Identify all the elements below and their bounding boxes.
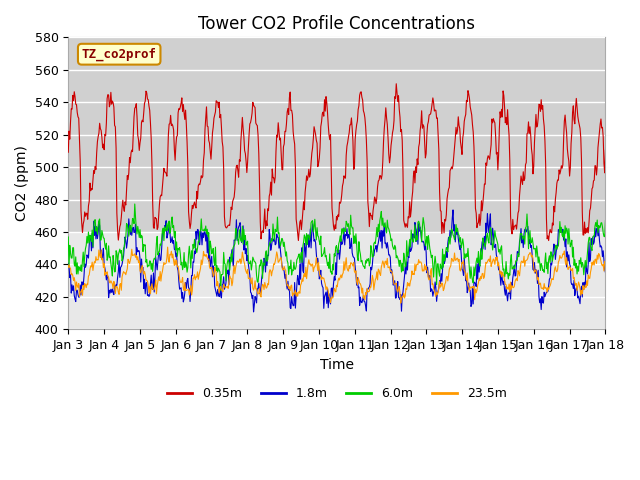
Line: 6.0m: 6.0m xyxy=(68,204,605,290)
6.0m xyxy=(65,234,72,240)
1.8m xyxy=(419,239,426,245)
0.35m xyxy=(74,114,82,120)
23.5m xyxy=(602,260,609,265)
0.35m xyxy=(392,81,400,86)
23.5m xyxy=(213,283,221,289)
0.35m xyxy=(212,98,220,104)
0.35m xyxy=(419,125,426,131)
23.5m xyxy=(164,244,172,250)
1.8m xyxy=(449,207,457,213)
1.8m xyxy=(602,269,609,275)
6.0m xyxy=(185,252,193,257)
Line: 0.35m: 0.35m xyxy=(68,84,605,240)
Line: 23.5m: 23.5m xyxy=(68,247,605,303)
6.0m xyxy=(602,218,609,224)
23.5m xyxy=(74,285,82,290)
Legend: 0.35m, 1.8m, 6.0m, 23.5m: 0.35m, 1.8m, 6.0m, 23.5m xyxy=(162,382,512,405)
1.8m xyxy=(212,290,220,296)
1.8m xyxy=(74,292,82,298)
6.0m xyxy=(213,263,221,268)
X-axis label: Time: Time xyxy=(320,358,354,372)
6.0m xyxy=(217,288,225,293)
23.5m xyxy=(419,267,427,273)
Bar xyxy=(68,37,605,232)
0.35m xyxy=(184,162,191,168)
0.35m xyxy=(403,223,410,228)
1.8m xyxy=(403,259,410,265)
1.8m xyxy=(65,261,72,266)
6.0m xyxy=(131,201,139,207)
23.5m xyxy=(65,264,72,270)
Title: Tower CO2 Profile Concentrations: Tower CO2 Profile Concentrations xyxy=(198,15,476,33)
1.8m xyxy=(129,225,137,230)
1.8m xyxy=(184,276,191,281)
0.35m xyxy=(65,149,72,155)
0.35m xyxy=(602,147,609,153)
6.0m xyxy=(74,271,82,277)
0.35m xyxy=(545,238,552,243)
0.35m xyxy=(129,132,137,138)
Text: TZ_co2prof: TZ_co2prof xyxy=(82,48,157,61)
Line: 1.8m: 1.8m xyxy=(68,210,605,312)
6.0m xyxy=(129,216,137,222)
6.0m xyxy=(419,215,427,220)
23.5m xyxy=(129,252,137,258)
Y-axis label: CO2 (ppm): CO2 (ppm) xyxy=(15,145,29,221)
23.5m xyxy=(185,287,193,293)
1.8m xyxy=(250,309,257,315)
23.5m xyxy=(397,300,404,306)
23.5m xyxy=(404,280,412,286)
6.0m xyxy=(404,254,412,260)
